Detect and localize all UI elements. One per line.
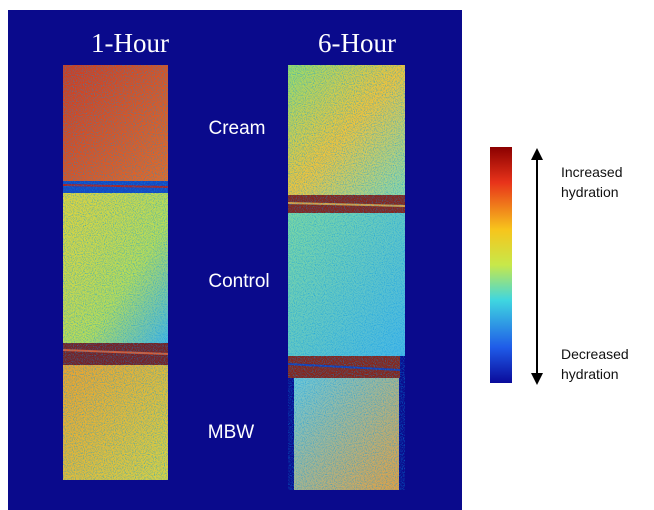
row-label: Cream: [208, 118, 265, 139]
row-label: MBW: [208, 422, 255, 443]
row-label: Control: [208, 271, 269, 292]
legend-text: hydration: [561, 366, 619, 382]
legend-text: Increased: [561, 164, 622, 180]
strip-6-hour: [287, 65, 406, 490]
strip-1-hour: [62, 65, 169, 480]
legend-text: hydration: [561, 184, 619, 200]
legend-text: Decreased: [561, 346, 629, 362]
arrow: [531, 148, 543, 385]
column-label: 6-Hour: [318, 28, 396, 58]
color-bar: [490, 147, 512, 383]
column-label: 1-Hour: [91, 28, 169, 58]
